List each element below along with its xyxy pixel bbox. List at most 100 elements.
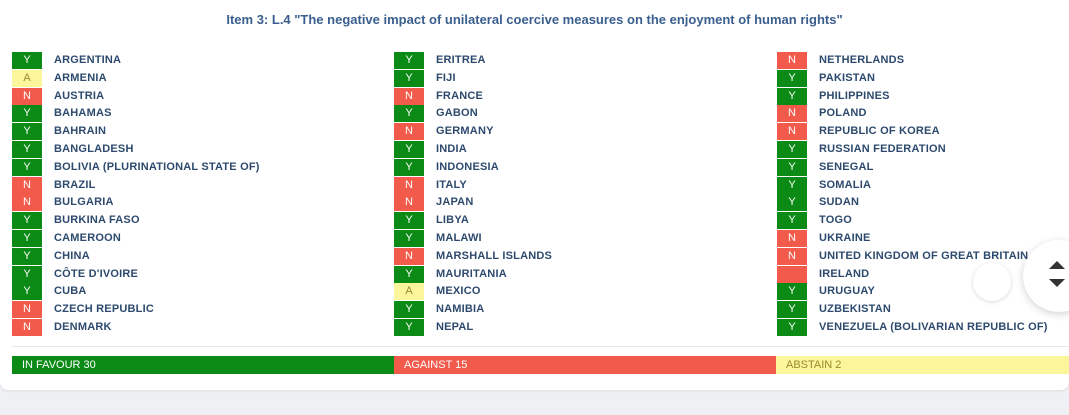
- vote-row: Y BAHRAIN: [12, 123, 392, 141]
- vote-badge: N: [394, 194, 424, 212]
- vote-row: Y TOGO: [777, 212, 1069, 230]
- vote-row: N UKRAINE: [777, 229, 1069, 248]
- vote-row: Y INDIA: [394, 140, 774, 159]
- vote-badge: N: [777, 123, 807, 141]
- country-name: GERMANY: [436, 125, 494, 138]
- vote-badge: Y: [394, 158, 424, 176]
- country-name: CAMEROON: [54, 231, 121, 244]
- vote-row: Y LIBYA: [394, 212, 774, 230]
- vote-row: Y MAURITANIA: [394, 265, 774, 284]
- country-name: BURKINA FASO: [54, 214, 140, 227]
- vote-row: N CZECH REPUBLIC: [12, 301, 392, 319]
- in-favour-total: IN FAVOUR 30: [12, 356, 394, 374]
- vote-badge: Y: [12, 247, 42, 265]
- vote-row: N POLAND: [777, 105, 1069, 123]
- vote-badge: N: [12, 318, 42, 336]
- vote-column-2: Y ERITREA Y FIJI N FRANCE Y GABON N GERMANY Y INDIA…: [394, 52, 774, 337]
- country-name: BAHAMAS: [54, 107, 112, 120]
- vote-row: Y SUDAN: [777, 194, 1069, 212]
- country-name: UZBEKISTAN: [819, 303, 892, 316]
- vote-row: Y RUSSIAN FEDERATION: [777, 140, 1069, 159]
- country-name: MEXICO: [436, 285, 481, 298]
- vote-row: N MARSHALL ISLANDS: [394, 247, 774, 266]
- vote-row: Y SENEGAL: [777, 158, 1069, 177]
- vote-badge: A: [394, 283, 424, 301]
- vote-row: Y NAMIBIA: [394, 301, 774, 319]
- vote-row: Y NEPAL: [394, 318, 774, 337]
- vote-badge: Y: [777, 140, 807, 158]
- vote-badge: Y: [394, 140, 424, 158]
- vote-row: Y CÔTE D'IVOIRE: [12, 265, 392, 284]
- country-name: BRAZIL: [54, 178, 96, 191]
- vote-badge: Y: [12, 140, 42, 158]
- country-name: URUGUAY: [819, 285, 876, 298]
- divider: [12, 346, 1069, 347]
- vote-row: IRELAND: [777, 265, 1069, 284]
- vote-column-1: Y ARGENTINA A ARMENIA N AUSTRIA Y BAHAMAS Y BAHRA…: [12, 52, 392, 337]
- vote-row: N NETHERLANDS: [777, 52, 1069, 70]
- vote-row: Y ARGENTINA: [12, 52, 392, 70]
- country-name: BANGLADESH: [54, 142, 134, 155]
- vote-row: N REPUBLIC OF KOREA: [777, 123, 1069, 141]
- vote-row: A MEXICO: [394, 283, 774, 301]
- country-name: SOMALIA: [819, 178, 872, 191]
- vote-badge: N: [777, 247, 807, 265]
- vote-row: Y PAKISTAN: [777, 69, 1069, 88]
- country-name: ARGENTINA: [54, 54, 122, 66]
- country-name: IRELAND: [819, 267, 870, 280]
- vote-badge: Y: [12, 158, 42, 176]
- country-name: NAMIBIA: [436, 303, 485, 316]
- vote-badge: Y: [12, 229, 42, 247]
- vote-badge: N: [394, 123, 424, 141]
- vote-badge: A: [12, 69, 42, 87]
- vote-badge: Y: [777, 318, 807, 336]
- vote-badge: N: [12, 194, 42, 212]
- vote-badge: N: [12, 176, 42, 194]
- vote-row: N GERMANY: [394, 123, 774, 141]
- vote-row: Y CAMEROON: [12, 229, 392, 248]
- vote-badge: Y: [12, 123, 42, 141]
- country-name: PHILIPPINES: [819, 89, 890, 102]
- vote-row: N JAPAN: [394, 194, 774, 212]
- vote-badge: Y: [12, 283, 42, 301]
- vote-column-3: N NETHERLANDS Y PAKISTAN Y PHILIPPINES N POLAND…: [777, 52, 1069, 337]
- vote-badge: Y: [12, 212, 42, 230]
- vote-badge: Y: [394, 52, 424, 69]
- floating-circle-button[interactable]: [973, 263, 1011, 301]
- vote-badge: Y: [12, 52, 42, 69]
- triangle-up-icon[interactable]: [1049, 261, 1065, 269]
- vote-row: Y BANGLADESH: [12, 140, 392, 159]
- vote-row: Y UZBEKISTAN: [777, 301, 1069, 319]
- vote-row: N AUSTRIA: [12, 87, 392, 106]
- country-name: INDONESIA: [436, 160, 499, 173]
- vote-badge: N: [777, 52, 807, 69]
- vote-badge: Y: [394, 265, 424, 283]
- vote-badge: Y: [394, 105, 424, 123]
- vote-row: Y FIJI: [394, 69, 774, 88]
- country-name: INDIA: [436, 142, 467, 155]
- abstain-total: ABSTAIN 2: [776, 356, 1069, 374]
- vote-row: Y INDONESIA: [394, 158, 774, 177]
- country-name: TOGO: [819, 214, 852, 227]
- country-name: FRANCE: [436, 89, 484, 102]
- country-name: MALAWI: [436, 231, 482, 244]
- country-name: CZECH REPUBLIC: [54, 303, 154, 316]
- country-name: POLAND: [819, 107, 867, 120]
- vote-badge: Y: [777, 87, 807, 105]
- country-name: MAURITANIA: [436, 267, 507, 280]
- country-name: CÔTE D'IVOIRE: [54, 267, 139, 280]
- vote-badge: N: [12, 87, 42, 105]
- triangle-down-icon[interactable]: [1049, 279, 1065, 287]
- vote-row: N BRAZIL: [12, 176, 392, 195]
- vote-badge: Y: [777, 283, 807, 301]
- vote-badge: Y: [394, 318, 424, 336]
- vote-badge: Y: [394, 69, 424, 87]
- vote-totals-bar: IN FAVOUR 30 AGAINST 15 ABSTAIN 2: [12, 356, 1069, 374]
- vote-row: Y BURKINA FASO: [12, 212, 392, 230]
- country-name: MARSHALL ISLANDS: [436, 249, 553, 262]
- country-name: NETHERLANDS: [819, 54, 905, 66]
- country-name: UKRAINE: [819, 231, 871, 244]
- vote-badge: N: [394, 87, 424, 105]
- vote-results-card: Item 3: L.4 "The negative impact of unil…: [0, 0, 1069, 390]
- country-name: UNITED KINGDOM OF GREAT BRITAIN: [819, 249, 1029, 262]
